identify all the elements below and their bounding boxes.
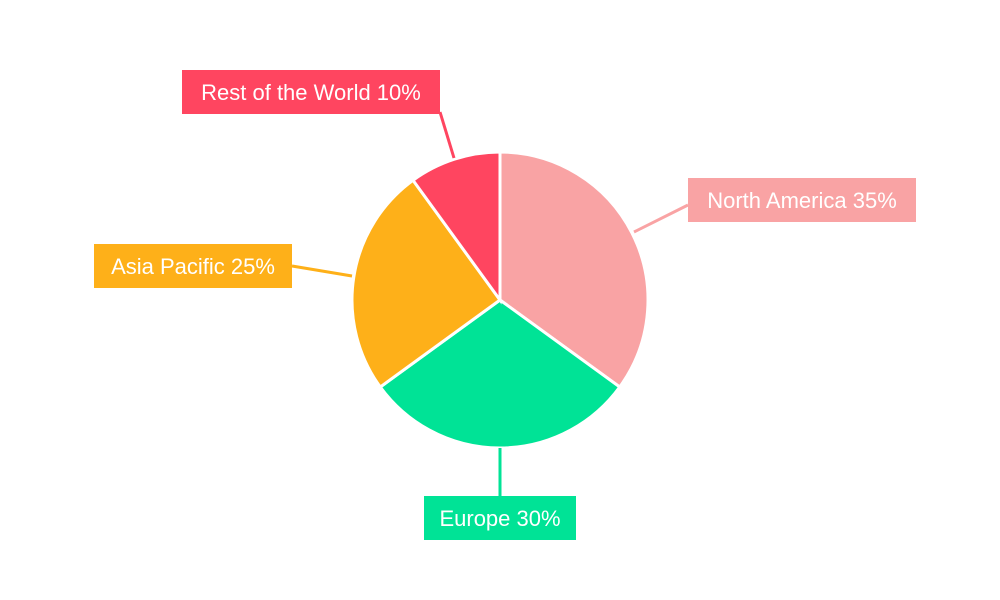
pie-slice-north-america[interactable] (498, 150, 650, 390)
data-label-box (424, 496, 576, 540)
data-label-asia-pacific: Asia Pacific 25% (94, 244, 292, 288)
leader-line-asia-pacific (291, 264, 353, 278)
pie-slice-asia-pacific[interactable] (350, 178, 503, 390)
data-label-text: North America 35% (707, 188, 897, 213)
data-label-europe: Europe 30% (424, 496, 576, 540)
data-label-box (182, 70, 440, 114)
pie-slice-rest-of-the-world[interactable] (410, 150, 502, 305)
data-label-rest-of-the-world: Rest of the World 10% (182, 70, 440, 114)
data-label-text: Rest of the World 10% (201, 80, 421, 105)
pie-slice-europe[interactable] (378, 298, 622, 450)
leader-line-north-america (633, 203, 689, 234)
data-label-box (94, 244, 292, 288)
data-label-text: Asia Pacific 25% (111, 254, 275, 279)
data-label-box (688, 178, 916, 222)
data-label-north-america: North America 35% (688, 178, 916, 222)
data-label-text: Europe 30% (439, 506, 560, 531)
leader-line-rest-of-the-world (438, 111, 456, 159)
